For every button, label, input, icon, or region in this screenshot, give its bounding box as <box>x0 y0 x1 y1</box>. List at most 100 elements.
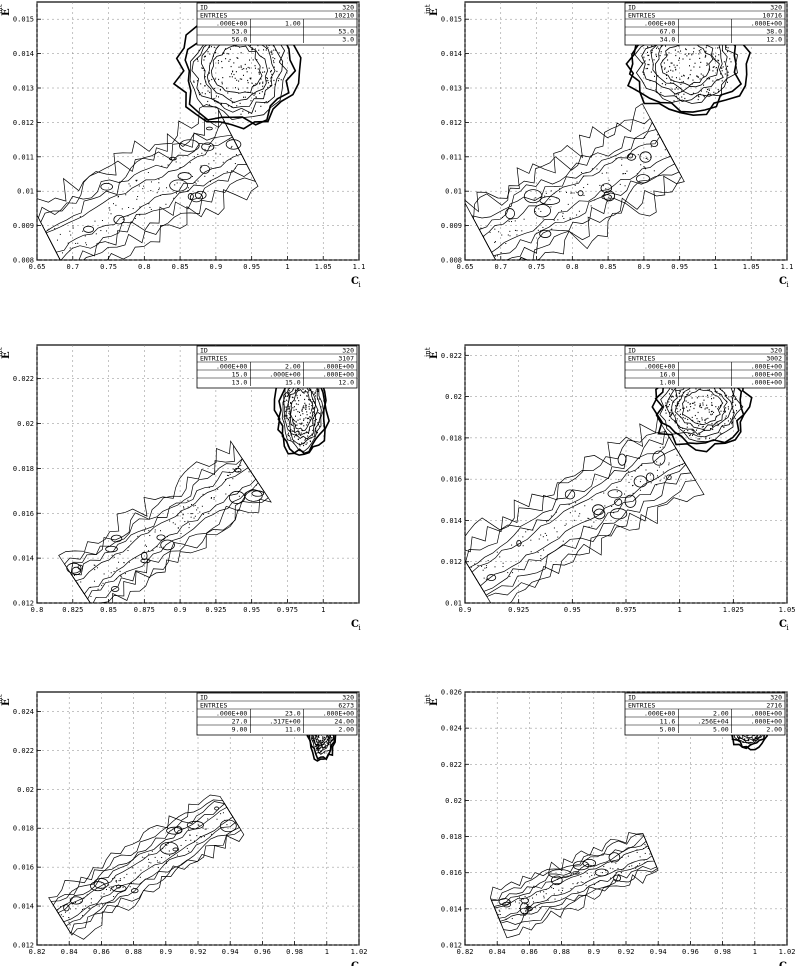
density-dot <box>232 478 234 480</box>
density-dot <box>193 156 195 158</box>
density-dot <box>159 194 161 196</box>
density-dot <box>589 876 591 878</box>
density-dot <box>307 432 309 434</box>
contour-island <box>194 190 207 200</box>
density-dot <box>684 417 686 420</box>
density-dot <box>297 419 299 421</box>
density-dot <box>318 736 320 739</box>
density-dot <box>576 191 578 193</box>
density-dot <box>190 513 192 515</box>
density-dot <box>594 199 596 201</box>
density-dot <box>677 51 679 53</box>
density-dot <box>126 873 128 875</box>
density-dot <box>575 502 577 504</box>
density-dot <box>220 813 222 815</box>
density-dot <box>540 555 542 557</box>
contour-island <box>131 888 139 894</box>
density-dot <box>284 400 286 403</box>
density-dot <box>282 403 284 405</box>
density-dot <box>69 908 71 910</box>
density-dot <box>219 89 221 91</box>
density-dot <box>755 736 757 739</box>
density-dot <box>624 185 626 187</box>
density-dot <box>639 481 641 483</box>
density-dot <box>694 414 696 417</box>
density-dot <box>172 522 174 524</box>
contour-peak-line <box>287 384 317 437</box>
density-dot <box>305 417 307 419</box>
x-tick-label: 1 <box>321 606 325 614</box>
x-tick-label: 0.7 <box>66 263 79 271</box>
contour-island <box>234 467 242 473</box>
density-dot <box>75 902 77 904</box>
x-tick-label: 1.1 <box>353 263 366 271</box>
density-dot <box>108 884 110 886</box>
y-tick-label: 0.016 <box>13 510 34 518</box>
density-dot <box>689 74 691 76</box>
density-dot <box>509 575 511 577</box>
contour-band-line <box>465 103 682 260</box>
stats-cell: 67.0 <box>660 28 676 36</box>
density-dot <box>70 234 72 236</box>
stats-key: ENTRIES <box>200 355 227 363</box>
density-dot <box>693 402 695 404</box>
density-dot <box>721 389 723 392</box>
x-tick-label: 1.05 <box>743 263 760 271</box>
density-dot <box>250 78 252 80</box>
contour-island <box>199 164 210 174</box>
density-dot <box>229 76 231 78</box>
density-dot <box>272 60 274 62</box>
density-dot <box>664 54 666 56</box>
density-dot <box>137 535 139 537</box>
contour-island <box>166 826 183 835</box>
stats-cell: 27.0 <box>232 718 248 726</box>
density-dot <box>194 181 196 183</box>
contour-island <box>141 551 148 560</box>
contour-island <box>113 214 125 225</box>
density-dot <box>315 744 317 746</box>
density-dot <box>680 50 682 52</box>
density-dot <box>202 827 204 829</box>
contour-island <box>486 574 497 581</box>
density-dot <box>679 426 681 429</box>
density-dot <box>112 878 114 880</box>
density-dot <box>678 59 680 61</box>
density-dot <box>707 93 709 95</box>
x-tick-label: 0.85 <box>100 606 117 614</box>
density-dot <box>549 885 551 887</box>
density-dot <box>499 914 501 916</box>
density-dot <box>752 739 754 741</box>
density-dot <box>266 77 268 80</box>
density-dot <box>320 740 322 742</box>
density-dot <box>95 233 97 235</box>
density-dot <box>644 166 646 168</box>
density-dot <box>249 77 251 79</box>
density-dot <box>230 147 232 149</box>
density-dot <box>683 74 685 76</box>
density-dot <box>309 429 311 431</box>
density-dot <box>691 402 693 405</box>
density-dot <box>303 444 305 447</box>
density-dot <box>474 563 476 565</box>
density-dot <box>648 64 650 66</box>
density-dot <box>320 753 322 755</box>
density-dot <box>318 749 320 751</box>
density-dot <box>699 66 701 68</box>
density-dot <box>203 56 205 58</box>
density-dot <box>301 423 303 425</box>
density-dot <box>326 738 328 741</box>
density-dot <box>293 442 295 444</box>
x-tick-label: 0.65 <box>29 263 46 271</box>
density-dot <box>672 82 674 84</box>
density-dot <box>314 422 316 424</box>
density-dot <box>696 427 698 429</box>
density-dot <box>109 209 111 211</box>
density-dot <box>718 90 720 92</box>
y-tick-label: 0.02 <box>17 420 34 428</box>
density-dot <box>303 442 305 444</box>
density-dot <box>195 183 197 185</box>
y-tick-label: 0.026 <box>441 689 462 697</box>
density-dot <box>129 886 131 888</box>
density-dot <box>647 63 649 66</box>
